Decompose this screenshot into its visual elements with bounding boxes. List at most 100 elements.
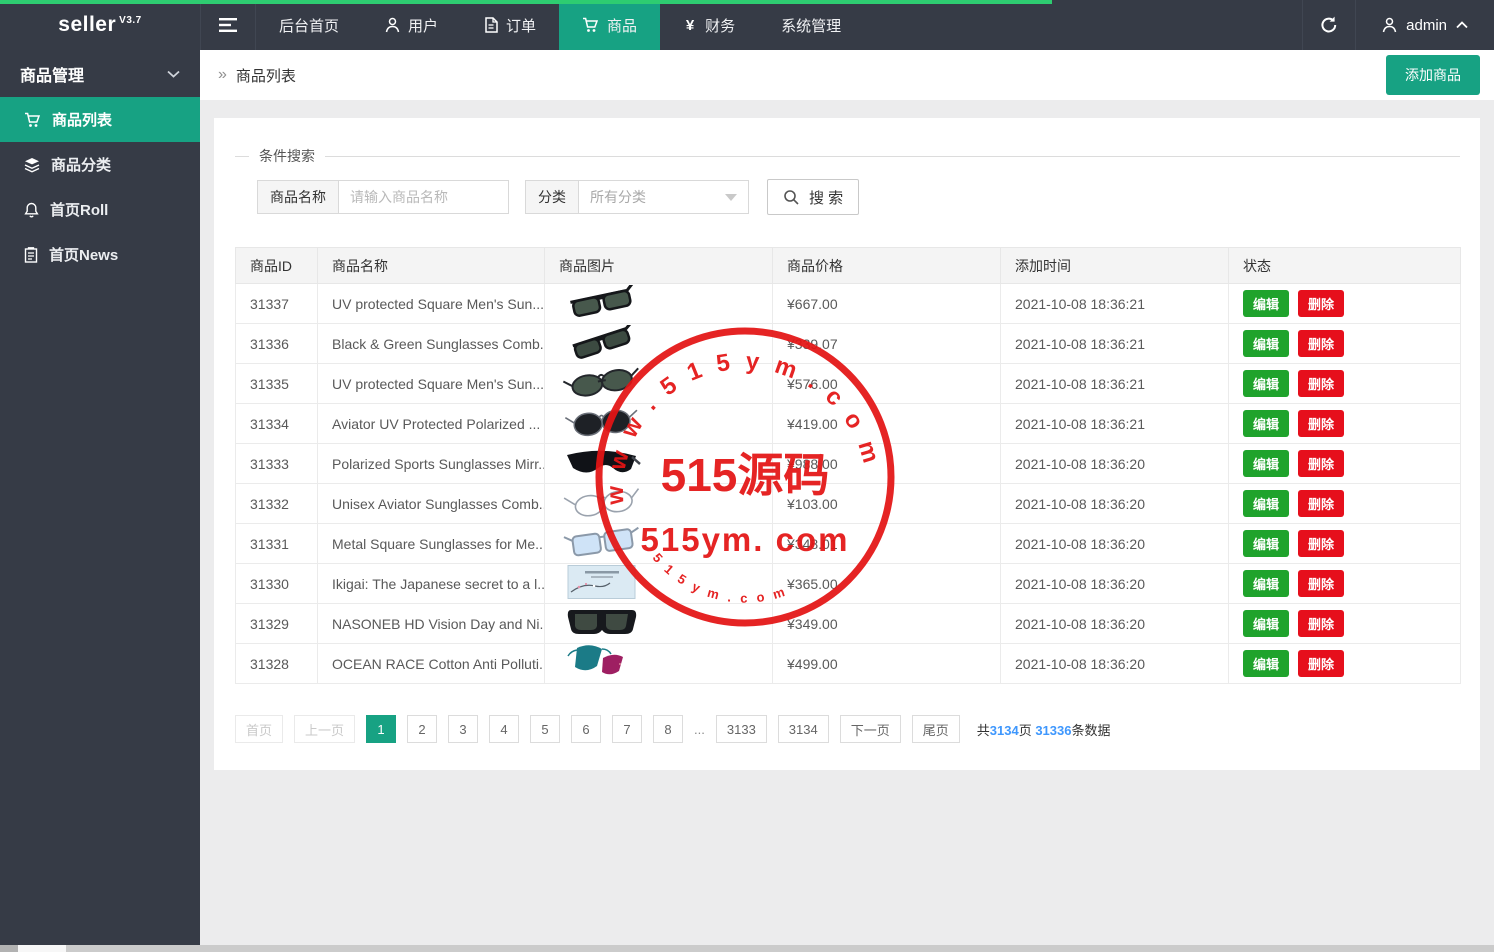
- product-image-cell: [544, 443, 773, 484]
- pagination-button[interactable]: 7: [612, 715, 643, 743]
- sidebar: 商品管理 商品列表 商品分类 首页Roll 首页News: [0, 50, 200, 945]
- row-actions: 编辑 删除: [1228, 403, 1461, 444]
- product-image-cell: [544, 523, 773, 564]
- nav-item-orders[interactable]: 订单: [461, 0, 559, 50]
- user-icon: [385, 17, 400, 33]
- row-actions: 编辑 删除: [1228, 283, 1461, 324]
- pagination-button[interactable]: 上一页: [294, 715, 356, 743]
- nav-item-system[interactable]: 系统管理: [758, 0, 864, 50]
- product-image-cell: [544, 603, 773, 644]
- nav-item-products[interactable]: 商品: [559, 0, 661, 50]
- nav-item-label: 订单: [506, 17, 537, 35]
- row-actions: 编辑 删除: [1228, 603, 1461, 644]
- breadcrumb-label: 商品列表: [235, 67, 296, 85]
- edit-button[interactable]: 编辑: [1243, 610, 1290, 637]
- column-header: 添加时间: [1000, 247, 1229, 284]
- delete-button[interactable]: 删除: [1298, 450, 1345, 477]
- scrollbar-thumb[interactable]: [18, 945, 66, 952]
- nav-item-label: 系统管理: [781, 17, 842, 35]
- column-header: 商品价格: [772, 247, 1001, 284]
- sidebar-group-header[interactable]: 商品管理: [0, 50, 200, 97]
- product-id: 31336: [235, 323, 318, 364]
- table-row: 31331 Metal Square Sunglasses for Me... ¥3…: [235, 523, 1461, 564]
- search-panel-title: 条件搜索: [259, 148, 315, 164]
- pagination-button[interactable]: 3133: [715, 715, 767, 743]
- edit-button[interactable]: 编辑: [1243, 290, 1290, 317]
- column-header: 商品ID: [235, 247, 318, 284]
- sidebar-item-home-roll[interactable]: 首页Roll: [0, 187, 200, 232]
- delete-button[interactable]: 删除: [1298, 330, 1345, 357]
- book-cover-blue: [559, 565, 644, 602]
- sunglasses-wayfarer-tilted: [559, 324, 644, 362]
- hamburger-icon: [219, 18, 237, 32]
- yen-icon: ¥: [683, 17, 697, 33]
- nav-item-label: 商品: [607, 17, 638, 35]
- row-actions: 编辑 删除: [1228, 323, 1461, 364]
- edit-button[interactable]: 编辑: [1243, 530, 1290, 557]
- pagination-button[interactable]: 1: [366, 715, 397, 743]
- menu-toggle-button[interactable]: [200, 0, 256, 50]
- delete-button[interactable]: 删除: [1298, 370, 1345, 397]
- product-price: ¥667.00: [772, 283, 1001, 324]
- pagination-button[interactable]: 3: [448, 715, 479, 743]
- delete-button[interactable]: 删除: [1298, 290, 1345, 317]
- edit-button[interactable]: 编辑: [1243, 570, 1290, 597]
- row-actions: 编辑 删除: [1228, 643, 1461, 684]
- column-header: 商品图片: [544, 247, 773, 284]
- pagination-button[interactable]: 下一页: [839, 715, 901, 743]
- delete-button[interactable]: 删除: [1298, 610, 1345, 637]
- sidebar-item-product-list[interactable]: 商品列表: [0, 97, 200, 142]
- delete-button[interactable]: 删除: [1298, 650, 1345, 677]
- horizontal-scrollbar[interactable]: [0, 945, 1494, 952]
- product-added-time: 2021-10-08 18:36:21: [1000, 323, 1229, 364]
- product-name-input[interactable]: [339, 180, 509, 214]
- nav-item-label: 财务: [705, 17, 736, 35]
- add-product-button[interactable]: 添加商品: [1386, 55, 1480, 95]
- product-id: 31330: [235, 563, 318, 604]
- pagination-button[interactable]: 5: [530, 715, 561, 743]
- edit-button[interactable]: 编辑: [1243, 410, 1290, 437]
- edit-button[interactable]: 编辑: [1243, 650, 1290, 677]
- edit-button[interactable]: 编辑: [1243, 490, 1290, 517]
- edit-button[interactable]: 编辑: [1243, 450, 1290, 477]
- nav-item-dashboard[interactable]: 后台首页: [256, 0, 362, 50]
- summary-records-unit: 条数据: [1071, 722, 1111, 738]
- nav-item-finance[interactable]: ¥ 财务: [660, 0, 758, 50]
- user-menu[interactable]: admin: [1356, 0, 1494, 50]
- username: admin: [1406, 16, 1447, 34]
- product-id: 31328: [235, 643, 318, 684]
- delete-button[interactable]: 删除: [1298, 570, 1345, 597]
- content-card: 条件搜索 商品名称 分类 所有分类 搜 索: [214, 118, 1480, 770]
- sunglasses-double-bridge: [559, 367, 644, 402]
- main-nav: 后台首页 用户 订单 商品 ¥ 财务 系统管理: [256, 0, 864, 50]
- category-select[interactable]: 所有分类: [579, 180, 749, 214]
- product-added-time: 2021-10-08 18:36:20: [1000, 643, 1229, 684]
- pagination-button[interactable]: 6: [571, 715, 602, 743]
- edit-button[interactable]: 编辑: [1243, 370, 1290, 397]
- product-added-time: 2021-10-08 18:36:21: [1000, 403, 1229, 444]
- delete-button[interactable]: 删除: [1298, 410, 1345, 437]
- pagination-button[interactable]: 8: [653, 715, 684, 743]
- pagination-button[interactable]: 3134: [777, 715, 829, 743]
- delete-button[interactable]: 删除: [1298, 530, 1345, 557]
- sidebar-item-product-category[interactable]: 商品分类: [0, 142, 200, 187]
- pagination-button[interactable]: 尾页: [911, 715, 960, 743]
- row-actions: 编辑 删除: [1228, 523, 1461, 564]
- pagination-button[interactable]: 4: [489, 715, 520, 743]
- nav-item-users[interactable]: 用户: [362, 0, 461, 50]
- row-actions: 编辑 删除: [1228, 363, 1461, 404]
- pagination-button[interactable]: 2: [407, 715, 438, 743]
- product-added-time: 2021-10-08 18:36:20: [1000, 563, 1229, 604]
- product-name: UV protected Square Men's Sun...: [317, 363, 545, 404]
- sidebar-item-home-news[interactable]: 首页News: [0, 232, 200, 277]
- sidebar-group-label: 商品管理: [20, 67, 85, 85]
- product-name: Metal Square Sunglasses for Me...: [317, 523, 545, 564]
- chevron-up-icon: [1456, 21, 1468, 29]
- refresh-button[interactable]: [1302, 0, 1357, 50]
- glasses-wire-frame: [559, 488, 644, 522]
- pagination-button[interactable]: 首页: [235, 715, 284, 743]
- table-row: 31336 Black & Green Sunglasses Comb... ¥33…: [235, 323, 1461, 364]
- search-button[interactable]: 搜 索: [767, 179, 860, 215]
- edit-button[interactable]: 编辑: [1243, 330, 1290, 357]
- delete-button[interactable]: 删除: [1298, 490, 1345, 517]
